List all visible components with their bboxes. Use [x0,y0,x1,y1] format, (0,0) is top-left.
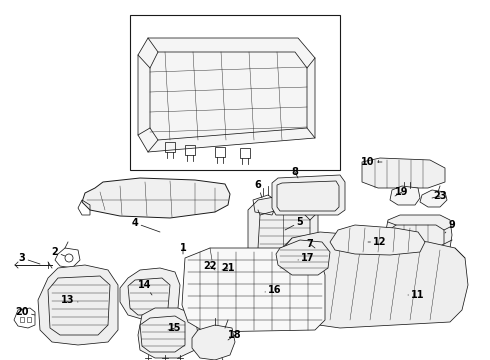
Polygon shape [120,268,180,320]
Text: 2: 2 [51,247,65,257]
Polygon shape [362,158,445,188]
Text: 7: 7 [307,239,315,249]
Polygon shape [303,238,382,285]
Text: 19: 19 [395,187,409,197]
Text: 8: 8 [292,167,298,178]
Text: 4: 4 [132,218,160,232]
Text: 6: 6 [255,180,262,198]
Polygon shape [272,175,345,215]
Polygon shape [138,308,198,358]
Polygon shape [385,215,452,252]
Circle shape [341,262,345,266]
Polygon shape [330,225,425,255]
Text: 20: 20 [15,307,35,317]
Polygon shape [82,178,230,218]
Bar [130,15,340,170]
Text: 10: 10 [361,157,382,167]
Polygon shape [420,190,447,207]
Text: 13: 13 [61,295,78,305]
Text: 11: 11 [408,290,425,300]
Text: 16: 16 [265,285,282,295]
Text: 18: 18 [228,330,242,340]
Text: 15: 15 [168,323,182,333]
Text: 12: 12 [368,237,387,247]
Text: 14: 14 [138,280,152,295]
Polygon shape [138,38,315,152]
Text: 21: 21 [221,263,235,273]
Text: 9: 9 [445,220,455,233]
Polygon shape [282,232,468,328]
Polygon shape [192,325,235,360]
Text: 5: 5 [285,217,303,230]
Text: 1: 1 [180,243,186,254]
Text: 3: 3 [19,253,40,264]
Polygon shape [182,248,325,332]
Text: 22: 22 [203,261,217,271]
Bar [27,317,31,322]
Polygon shape [38,265,118,345]
Polygon shape [276,240,330,275]
Text: 23: 23 [432,191,447,201]
Text: 17: 17 [298,253,315,263]
Polygon shape [390,186,420,205]
Polygon shape [248,195,318,260]
Bar [20,317,24,322]
